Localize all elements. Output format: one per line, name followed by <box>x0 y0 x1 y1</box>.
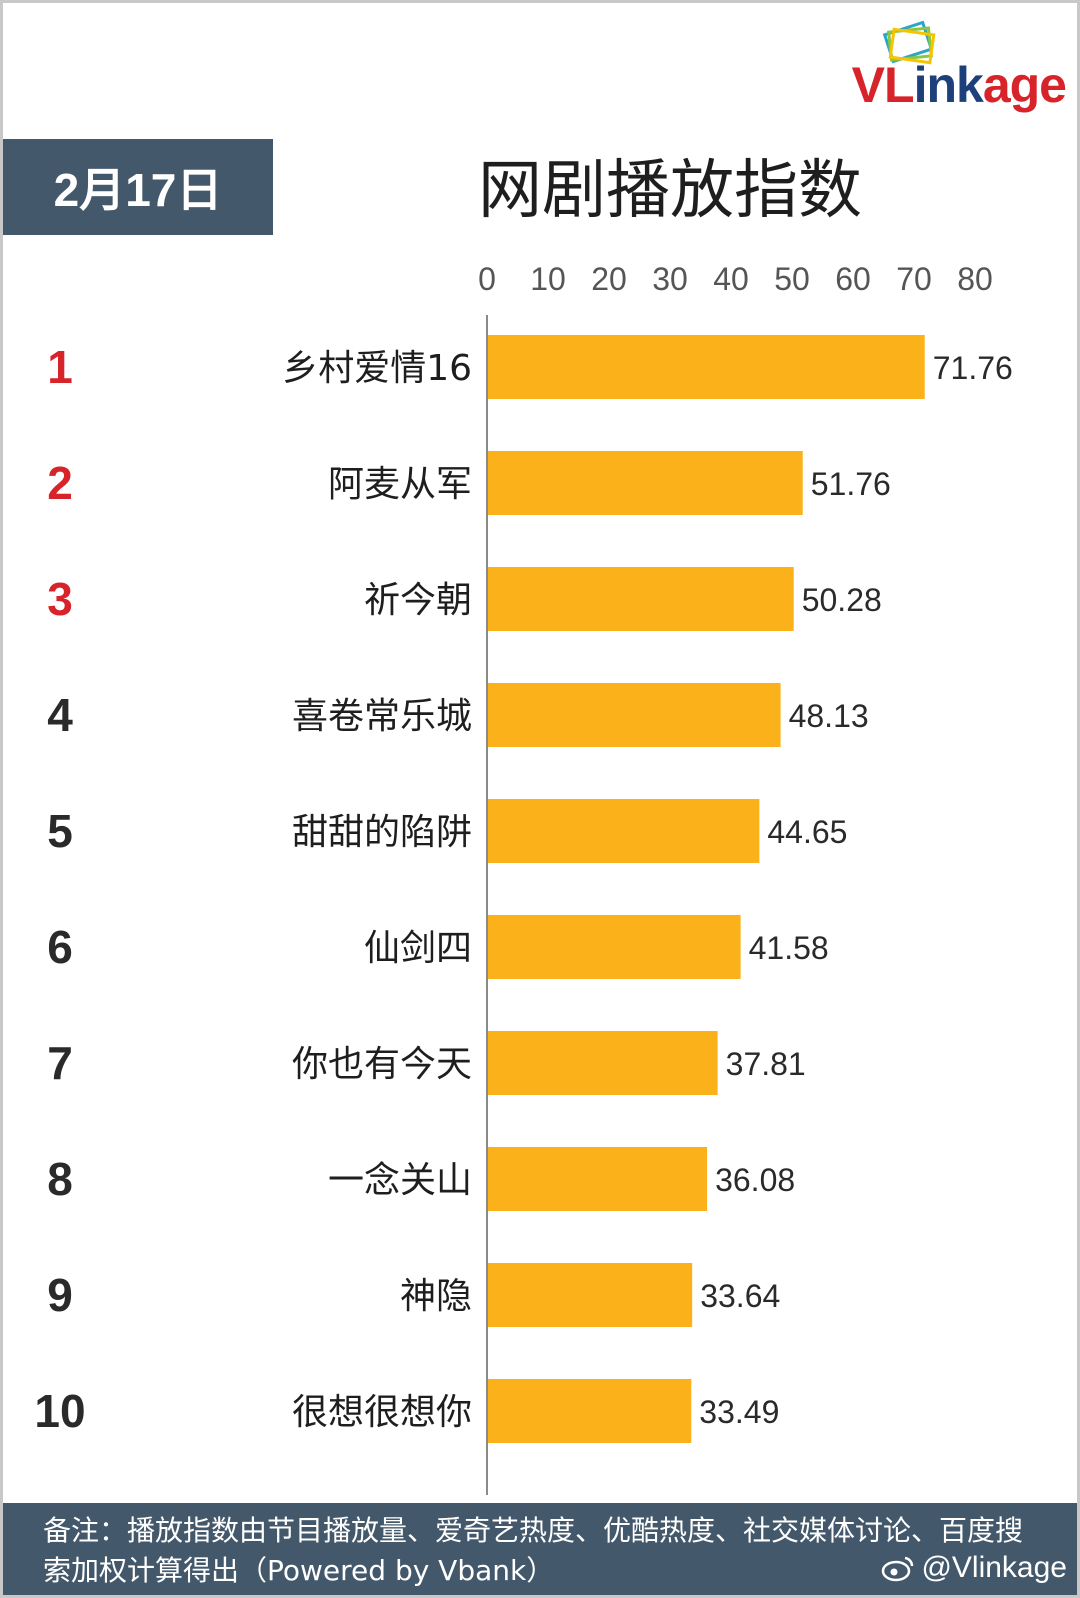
x-tick-label: 50 <box>774 261 810 297</box>
bar <box>488 567 794 631</box>
rank-label: 3 <box>47 573 73 625</box>
bar <box>488 1263 693 1327</box>
x-tick-label: 40 <box>713 261 749 297</box>
rank-label: 7 <box>47 1037 73 1089</box>
footer-bar: 备注：播放指数由节目播放量、爱奇艺热度、优酷热度、社交媒体讨论、百度搜索加权计算… <box>3 1503 1077 1595</box>
x-tick-label: 70 <box>896 261 932 297</box>
footnote: 备注：播放指数由节目播放量、爱奇艺热度、优酷热度、社交媒体讨论、百度搜索加权计算… <box>43 1514 1024 1587</box>
bar <box>488 799 760 863</box>
value-label: 48.13 <box>789 698 869 734</box>
vlinkage-logo: VLinkage <box>796 20 1067 120</box>
rank-label: 6 <box>47 921 73 973</box>
rank-label: 8 <box>47 1153 73 1205</box>
rank-label: 5 <box>47 805 73 857</box>
logo-text-part3: age <box>982 57 1067 113</box>
value-label: 33.49 <box>699 1394 779 1430</box>
category-label: 很想很想你 <box>292 1392 472 1433</box>
rank-label: 2 <box>47 457 73 509</box>
x-tick-label: 30 <box>652 261 688 297</box>
category-label: 一念关山 <box>328 1160 472 1201</box>
logo-text-part2: ink <box>913 57 984 113</box>
logo-text-part1: VL <box>851 57 915 113</box>
value-label: 44.65 <box>767 814 847 850</box>
bar <box>488 683 781 747</box>
rank-label: 10 <box>34 1385 85 1437</box>
category-label: 你也有今天 <box>292 1044 472 1085</box>
value-label: 51.76 <box>811 466 891 502</box>
bar <box>488 915 741 979</box>
value-label: 36.08 <box>715 1162 795 1198</box>
rank-label: 4 <box>47 689 73 741</box>
value-label: 37.81 <box>726 1046 806 1082</box>
value-label: 41.58 <box>749 930 829 966</box>
x-tick-label: 60 <box>835 261 871 297</box>
watermark-text: @Vlinkage <box>921 1551 1067 1584</box>
category-label: 祈今朝 <box>364 580 472 621</box>
category-label: 阿麦从军 <box>328 464 472 505</box>
logo-cards-icon <box>882 20 936 65</box>
x-tick-label: 20 <box>591 261 627 297</box>
value-label: 33.64 <box>700 1278 780 1314</box>
bar <box>488 1147 708 1211</box>
bar <box>488 335 925 399</box>
date-badge: 2月17日 <box>3 139 273 235</box>
rank-label: 1 <box>47 341 73 393</box>
category-label: 仙剑四 <box>364 928 472 969</box>
category-label: 神隐 <box>400 1276 472 1317</box>
category-label: 喜卷常乐城 <box>292 696 472 737</box>
x-tick-label: 10 <box>530 261 566 297</box>
value-label: 71.76 <box>933 350 1013 386</box>
chart-title: 网剧播放指数 <box>478 154 862 226</box>
category-label: 乡村爱情16 <box>282 348 472 389</box>
bar <box>488 1379 692 1443</box>
bar <box>488 1031 718 1095</box>
x-tick-label: 80 <box>957 261 993 297</box>
bar-chart: 0 10 20 30 40 50 60 70 80 1 乡村爱情16 71.76 2 阿麦从军 51.76 3… <box>34 261 1013 1495</box>
bar <box>488 451 803 515</box>
value-label: 50.28 <box>802 582 882 618</box>
weibo-watermark: @Vlinkage <box>881 1551 1067 1585</box>
rank-label: 9 <box>47 1269 73 1321</box>
weibo-icon <box>882 1556 914 1582</box>
category-label: 甜甜的陷阱 <box>292 812 472 853</box>
x-tick-label: 0 <box>478 261 496 297</box>
logo-wordmark: VLinkage <box>851 57 1067 113</box>
